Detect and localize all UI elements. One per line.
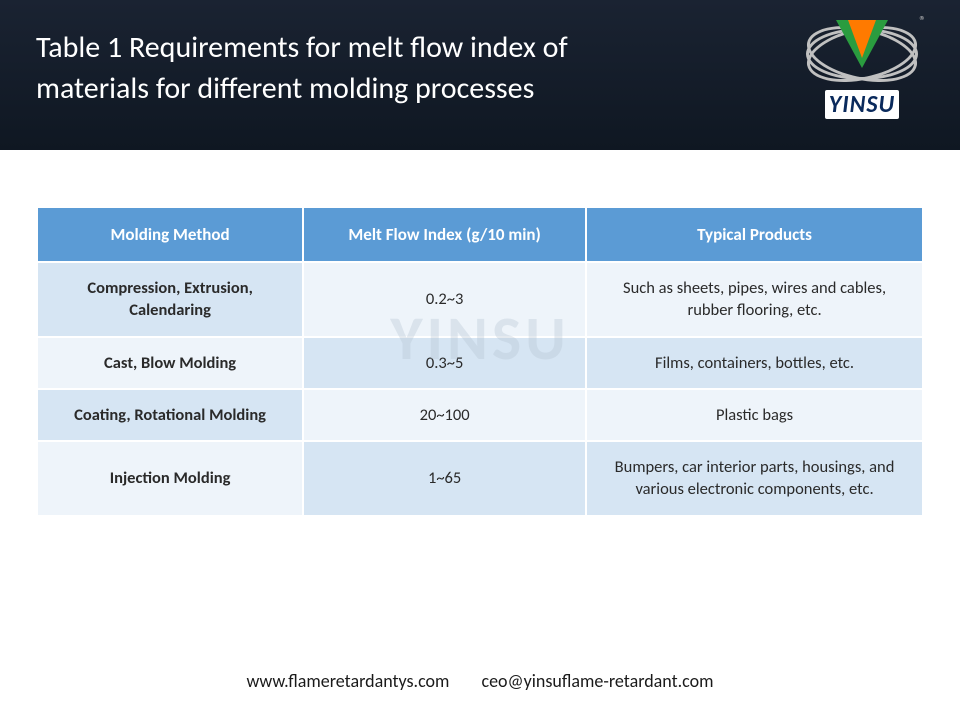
col-header-method: Molding Method (38, 208, 303, 262)
cell-mfi: 0.2~3 (303, 262, 586, 337)
footer-email: ceo@yinsuflame-retardant.com (481, 670, 713, 692)
cell-method: Injection Molding (38, 441, 303, 515)
cell-products: Plastic bags (586, 389, 922, 441)
footer-website: www.flameretardantys.com (246, 670, 449, 692)
cell-products: Such as sheets, pipes, wires and cables,… (586, 262, 922, 337)
logo-v-icon (836, 20, 888, 68)
footer: www.flameretardantys.com ceo@yinsuflame-… (0, 670, 960, 692)
registered-mark: ® (919, 14, 926, 29)
table-row: Coating, Rotational Molding 20~100 Plast… (38, 389, 922, 441)
cell-mfi: 0.3~5 (303, 337, 586, 389)
table-row: Cast, Blow Molding 0.3~5 Films, containe… (38, 337, 922, 389)
logo-mark: ® (802, 20, 922, 88)
cell-mfi: 20~100 (303, 389, 586, 441)
brand-name: YINSU (825, 90, 899, 119)
table-row: Injection Molding 1~65 Bumpers, car inte… (38, 441, 922, 515)
cell-method: Compression, Extrusion, Calendaring (38, 262, 303, 337)
cell-method: Coating, Rotational Molding (38, 389, 303, 441)
cell-method: Cast, Blow Molding (38, 337, 303, 389)
page-title: Table 1 Requirements for melt flow index… (36, 28, 676, 109)
table-container: YINSU Molding Method Melt Flow Index (g/… (38, 208, 922, 515)
mfi-table: Molding Method Melt Flow Index (g/10 min… (38, 208, 922, 515)
table-row: Compression, Extrusion, Calendaring 0.2~… (38, 262, 922, 337)
table-header-row: Molding Method Melt Flow Index (g/10 min… (38, 208, 922, 262)
header-banner: Table 1 Requirements for melt flow index… (0, 0, 960, 150)
cell-products: Films, containers, bottles, etc. (586, 337, 922, 389)
brand-logo: ® YINSU (792, 20, 932, 130)
col-header-products: Typical Products (586, 208, 922, 262)
col-header-mfi: Melt Flow Index (g/10 min) (303, 208, 586, 262)
cell-products: Bumpers, car interior parts, housings, a… (586, 441, 922, 515)
cell-mfi: 1~65 (303, 441, 586, 515)
